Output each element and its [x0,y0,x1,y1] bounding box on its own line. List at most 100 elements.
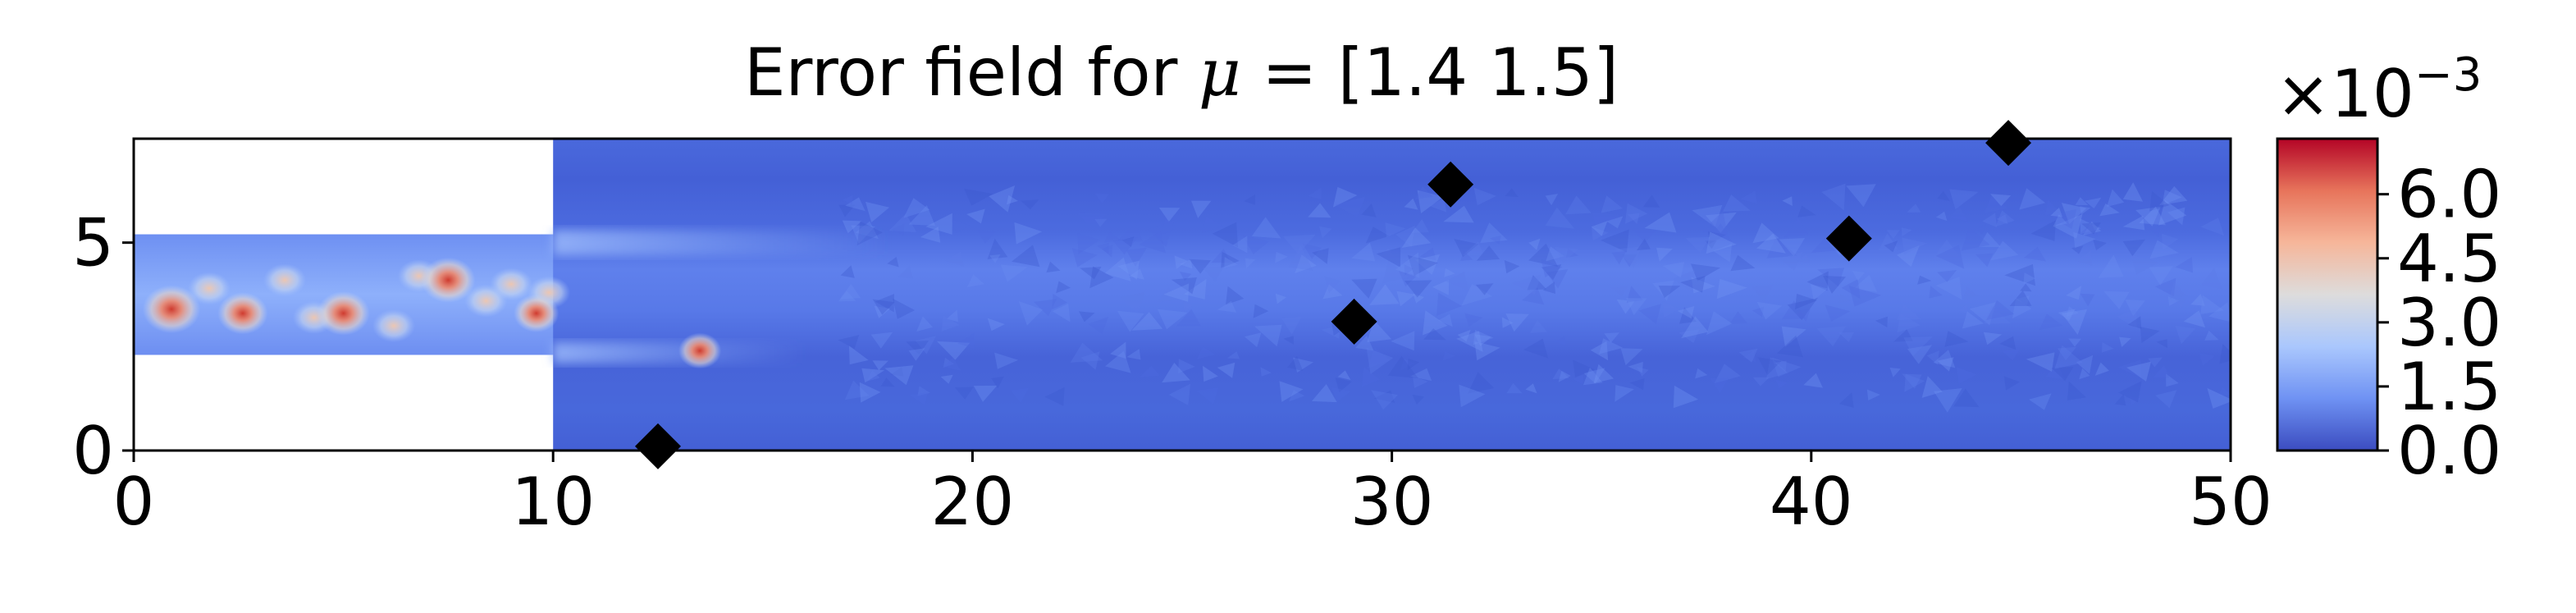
mesh-cell [1121,236,1135,247]
mesh-cell [1162,363,1190,383]
mesh-cell [1104,231,1121,243]
mesh-cell [1784,217,1809,238]
mesh-cell [2139,206,2166,226]
mesh-cell [925,213,952,235]
mesh-cell [1413,376,1428,388]
mesh-cell [1321,326,1341,339]
mesh-cell [1986,300,2015,321]
mesh-cell [2217,387,2231,397]
mesh-cell [2149,240,2179,259]
error-hotspot [514,294,560,332]
mesh-cell [2050,208,2063,217]
mesh-cell [1996,214,2008,225]
mesh-cell [1886,230,1900,239]
mesh-cell [2094,362,2109,376]
mesh-cell [1552,368,1569,379]
mesh-cell [1527,275,1547,290]
mesh-cell [1757,357,1782,376]
mesh-cell [1978,231,2001,248]
mesh-cell [891,223,905,236]
mesh-cell [1094,193,1109,204]
mesh-cell [1242,235,1269,254]
mesh-cell [1933,350,1956,368]
mesh-cell [2054,345,2083,369]
mesh-cell [1638,304,1661,325]
mesh-cell [1738,348,1758,363]
mesh-cell [1432,279,1450,295]
mesh-cell [2169,281,2187,300]
mesh-cell [1407,254,1438,277]
mesh-cell [1196,387,1219,405]
error-hotspot [317,291,370,336]
mesh-cell [1080,267,1102,280]
mesh-cell [1337,370,1351,380]
mesh-cell [2012,297,2032,319]
mesh-cell [838,290,856,302]
mesh-cell [2102,342,2114,353]
mesh-cell [1140,365,1160,377]
mesh-cell [1044,387,1065,406]
mesh-cell [1232,236,1248,254]
x-tick-label: 0 [113,464,155,540]
mesh-cell [2150,226,2161,237]
mesh-cell [1611,250,1627,265]
mesh-cell [1752,222,1779,244]
mesh-cell [2080,293,2095,307]
mesh-cell [916,316,933,332]
mesh-cell [1729,311,1748,325]
x-tick-label: 30 [1350,464,1434,540]
mesh-cell [874,305,890,318]
mesh-cell [909,392,929,405]
mesh-cell [1752,306,1765,318]
mesh-cell [2026,352,2055,372]
upper-wake [553,230,889,255]
mesh-cell [2175,257,2194,273]
mesh-cell [1637,367,1649,377]
mesh-cell [1771,357,1802,377]
mesh-cell [1949,189,1979,210]
mesh-cell [1308,203,1331,218]
mesh-cell [2122,182,2144,202]
mesh-cell [1226,286,1245,305]
mesh-cell [872,299,895,315]
mesh-cell [1374,390,1395,403]
mesh-cell [1191,200,1212,218]
mesh-cell [1056,281,1071,294]
marker-point [1331,298,1377,345]
mesh-cell [1962,311,1984,329]
mesh-cell [1157,287,1181,302]
mesh-cell [1183,301,1194,313]
mesh-cell [1079,311,1095,323]
mesh-cell [1371,390,1399,410]
mesh-cell [1958,304,1969,314]
mesh-cell [1615,385,1634,402]
mesh-cell [920,226,941,243]
mesh-cell [2053,214,2067,226]
mesh-cell [2166,373,2179,387]
mesh-cell [1658,286,1681,299]
mesh-cell [1459,384,1486,408]
mesh-cell [1387,355,1418,378]
mesh-cell [1546,269,1569,289]
mesh-cell [2061,309,2087,335]
mesh-cell [1324,276,1341,294]
mesh-cell [1591,221,1608,236]
mesh-cell [1982,213,1997,227]
axes-frame [132,137,2232,452]
mesh-cell [1628,361,1643,373]
marker-point [1985,120,2032,167]
colorbar-tick-label: 4.5 [2397,221,2501,297]
mesh-cell [1811,284,1829,300]
mesh-cell [1629,378,1645,391]
mesh-cell [840,265,855,278]
mesh-cell [1070,342,1103,363]
mesh-cell [1555,336,1566,346]
mesh-cell [2002,349,2020,360]
x-tick-label: 20 [931,464,1015,540]
mesh-cell [2122,239,2146,257]
mesh-cell [1077,213,1107,230]
mesh-cell [1351,278,1377,299]
mesh-cell [1691,277,1715,294]
mesh-cell [845,197,866,212]
mesh-cell [2125,300,2145,317]
